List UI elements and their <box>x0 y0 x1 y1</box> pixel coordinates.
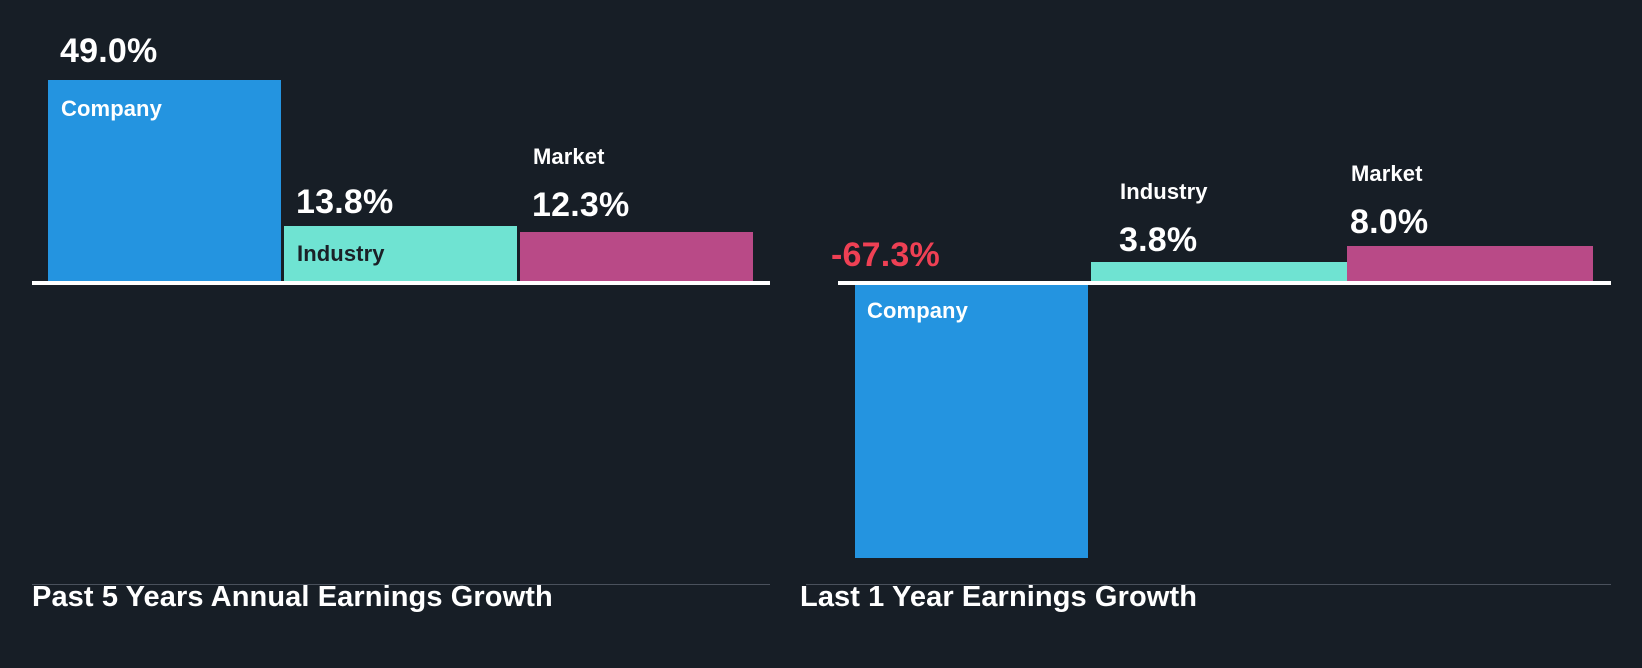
panel-caption-past-5-years: Past 5 Years Annual Earnings Growth <box>32 581 553 613</box>
bar-label-company: Company <box>867 298 968 323</box>
panel-last-1-year: -67.3% Company Industry 3.8% Market 8.0%… <box>800 0 1642 668</box>
bar-market <box>1347 246 1593 281</box>
caption-divider <box>32 584 770 585</box>
bar-label-company: Company <box>61 96 162 121</box>
zero-axis-line <box>838 281 1611 285</box>
bar-industry <box>284 226 517 281</box>
value-label-market: 12.3% <box>532 186 630 224</box>
value-label-industry: 3.8% <box>1119 221 1198 259</box>
bar-market <box>520 232 753 281</box>
zero-axis-line <box>32 281 770 285</box>
caption-divider <box>806 584 1611 585</box>
panel-caption-last-1-year: Last 1 Year Earnings Growth <box>800 581 1198 613</box>
bar-label-market: Market <box>1351 161 1423 186</box>
bar-company <box>48 80 281 281</box>
bar-label-industry: Industry <box>297 241 385 266</box>
bar-company <box>855 281 1088 558</box>
value-label-industry: 13.8% <box>296 183 394 221</box>
value-label-company: 49.0% <box>60 32 158 70</box>
bar-industry <box>1091 262 1351 281</box>
bar-label-market: Market <box>533 144 605 169</box>
value-label-company: -67.3% <box>831 236 940 274</box>
value-label-market: 8.0% <box>1350 203 1429 241</box>
panel-past-5-years: 49.0% Company 13.8% Industry Market 12.3… <box>0 0 810 668</box>
bar-label-industry: Industry <box>1120 179 1208 204</box>
